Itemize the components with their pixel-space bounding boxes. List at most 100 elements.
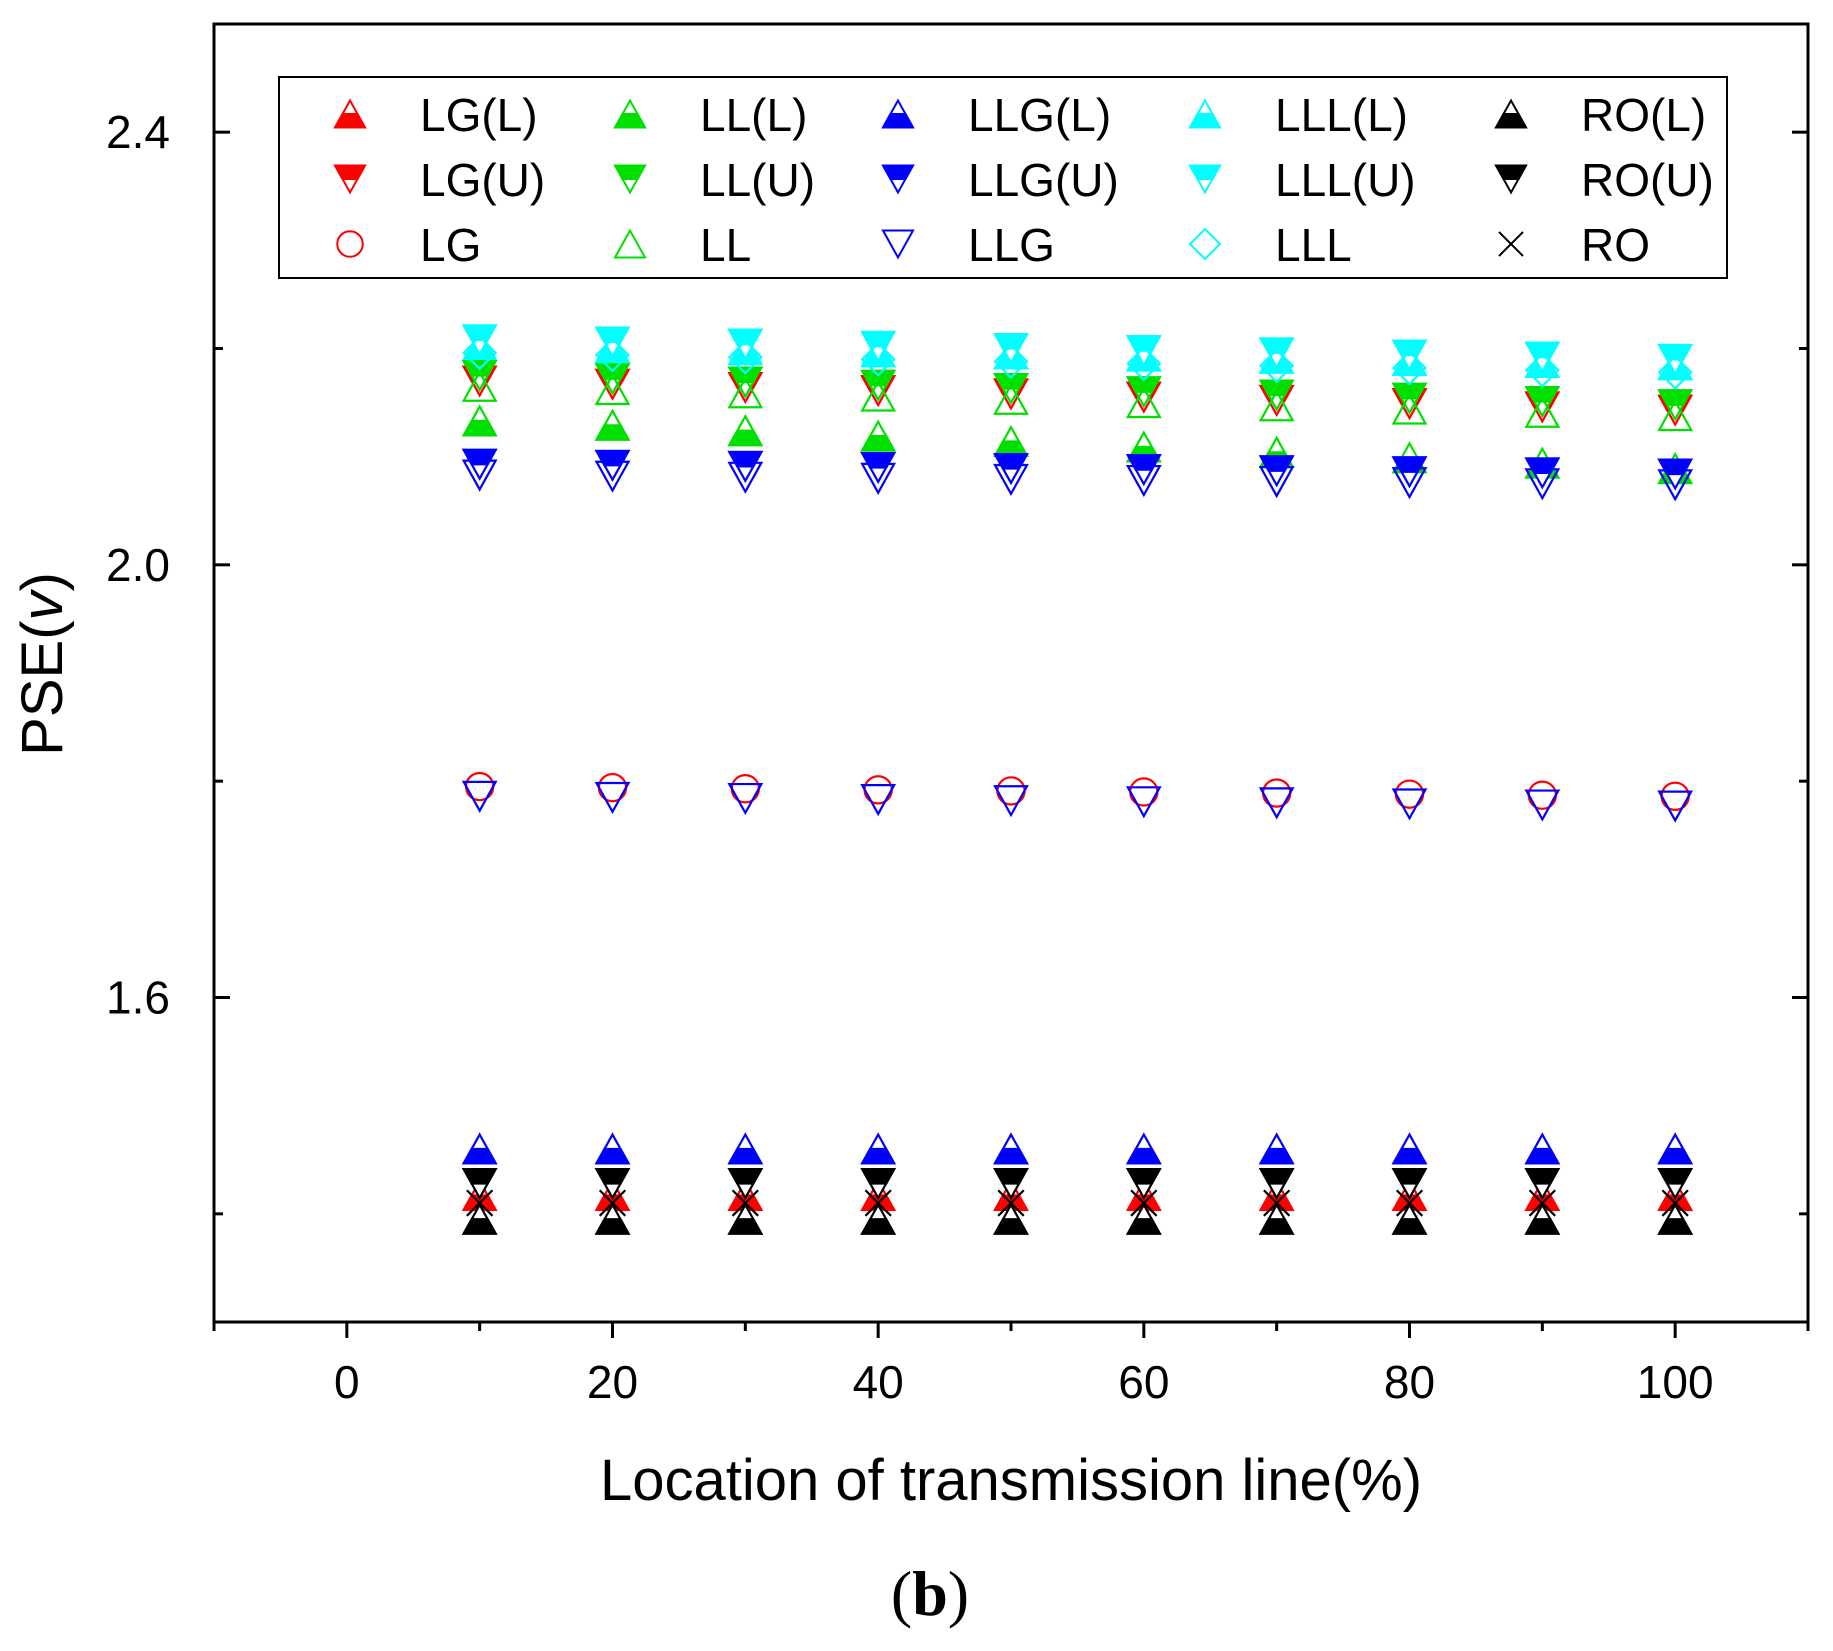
point-lll-u-40 xyxy=(860,330,897,364)
point-lg-80 xyxy=(1394,779,1425,809)
point-ll-20 xyxy=(594,372,631,406)
point-ro-u-80 xyxy=(1391,1168,1428,1201)
point-llg-60 xyxy=(1125,464,1162,498)
point-lg-10 xyxy=(464,771,495,802)
point-llg-u-50 xyxy=(993,453,1029,486)
point-ro-l-10 xyxy=(461,1202,498,1235)
legend-label-lll: LLL xyxy=(1275,219,1352,271)
point-lll-30 xyxy=(727,339,763,375)
point-lll-u-20 xyxy=(594,326,631,359)
point-llg-b-90 xyxy=(1524,789,1561,822)
point-ro-u-50 xyxy=(993,1168,1029,1201)
point-ro-u-20 xyxy=(594,1168,631,1201)
legend-item-ll: LL xyxy=(613,219,751,271)
legend-marker-ll-l xyxy=(613,98,647,129)
point-ll-60 xyxy=(1125,385,1162,419)
point-lll-u-60 xyxy=(1125,335,1162,368)
point-ll-l-10 xyxy=(461,404,498,437)
legend-label-llg-l: LLG(L) xyxy=(968,89,1111,141)
point-ll-70 xyxy=(1258,389,1295,422)
legend-label-llg-u: LLG(U) xyxy=(968,154,1119,206)
point-ro-u-40 xyxy=(860,1168,897,1201)
point-lll-u-100 xyxy=(1657,343,1694,376)
point-llg-b-60 xyxy=(1125,786,1162,819)
point-lll-u-80 xyxy=(1391,339,1428,372)
point-ll-30 xyxy=(727,376,764,409)
point-llg-20 xyxy=(594,460,631,493)
point-ro-90 xyxy=(1528,1189,1556,1217)
point-llg-u-20 xyxy=(594,449,631,482)
point-lll-u-30 xyxy=(727,328,764,361)
legend-marker-lll xyxy=(1188,227,1222,261)
legend-item-ll-u: LL(U) xyxy=(613,154,815,206)
x-tick-label-0: 0 xyxy=(334,1356,360,1408)
point-lll-60 xyxy=(1126,346,1162,382)
point-ro-u-10 xyxy=(461,1168,498,1201)
legend-label-lll-u: LLL(U) xyxy=(1275,154,1416,206)
point-ro-l-100 xyxy=(1657,1202,1694,1235)
point-lg-20 xyxy=(597,772,628,803)
point-llg-l-90 xyxy=(1524,1132,1561,1165)
point-llg-l-10 xyxy=(461,1132,498,1165)
point-lll-50 xyxy=(993,343,1029,380)
legend-marker-ro xyxy=(1498,231,1524,257)
point-llg-u-40 xyxy=(860,451,897,485)
point-ll-l-40 xyxy=(860,419,897,452)
point-lll-80 xyxy=(1391,350,1428,386)
legend-item-ro-l: RO(L) xyxy=(1494,89,1706,141)
point-llg-b-50 xyxy=(993,785,1029,818)
legend-item-lll: LLL xyxy=(1188,219,1352,271)
point-ll-u-70 xyxy=(1258,379,1295,412)
point-ro-l-30 xyxy=(727,1202,764,1235)
x-tick-label-40: 40 xyxy=(853,1356,904,1408)
point-ro-50 xyxy=(997,1189,1025,1217)
point-llg-b-20 xyxy=(594,781,631,815)
point-lll-10 xyxy=(462,335,498,371)
data-markers xyxy=(461,324,1694,1235)
legend-marker-lll-l xyxy=(1188,98,1222,129)
legend-item-lg-u: LG(U) xyxy=(333,154,545,206)
point-lll-100 xyxy=(1657,354,1693,390)
point-ro-40 xyxy=(864,1189,892,1217)
point-lg-60 xyxy=(1129,777,1159,807)
point-lll-20 xyxy=(594,337,631,373)
legend-label-ll-u: LL(U) xyxy=(700,154,815,206)
point-ro-u-100 xyxy=(1657,1168,1694,1201)
point-lg-100 xyxy=(1660,781,1690,812)
point-llg-80 xyxy=(1391,467,1428,500)
legend-label-llg: LLG xyxy=(968,219,1055,271)
legend-label-ro-u: RO(U) xyxy=(1581,154,1714,206)
legend-item-ro: RO xyxy=(1498,219,1650,271)
point-ro-100 xyxy=(1661,1189,1689,1217)
point-llg-l-40 xyxy=(860,1132,897,1165)
legend-marker-ll-u xyxy=(613,164,647,195)
point-llg-u-10 xyxy=(461,448,498,481)
legend-item-llg-l: LLG(L) xyxy=(881,89,1111,141)
point-lll-u-70 xyxy=(1258,337,1295,370)
legend-marker-ro-l xyxy=(1494,98,1528,129)
y-axis-label: PSE(v) xyxy=(10,572,75,756)
point-ro-70 xyxy=(1263,1189,1291,1217)
point-llg-30 xyxy=(727,461,764,494)
point-ll-80 xyxy=(1391,392,1428,425)
point-ll-l-30 xyxy=(727,414,764,447)
point-ro-20 xyxy=(598,1189,627,1217)
point-ro-l-20 xyxy=(594,1202,631,1235)
point-llg-b-100 xyxy=(1657,790,1694,823)
point-llg-b-30 xyxy=(727,782,764,816)
legend-marker-lll-u xyxy=(1188,164,1222,195)
point-llg-u-70 xyxy=(1258,455,1295,488)
legend-label-lg-u: LG(U) xyxy=(420,154,545,206)
legend-label-ll: LL xyxy=(700,219,751,271)
point-ro-30 xyxy=(731,1189,759,1217)
point-lg-50 xyxy=(996,776,1026,806)
point-ro-l-90 xyxy=(1524,1202,1561,1235)
point-ro-u-70 xyxy=(1258,1168,1295,1201)
legend-marker-lg-u xyxy=(333,164,367,195)
point-ll-u-60 xyxy=(1125,376,1162,409)
point-llg-l-20 xyxy=(594,1132,631,1165)
point-ro-l-40 xyxy=(860,1202,897,1235)
legend-label-lll-l: LLL(L) xyxy=(1275,89,1408,141)
legend: LG(L) LL(L) LLG(L) LLL(L) RO(L) LG(U) LL(U) LLG… xyxy=(278,76,1728,279)
